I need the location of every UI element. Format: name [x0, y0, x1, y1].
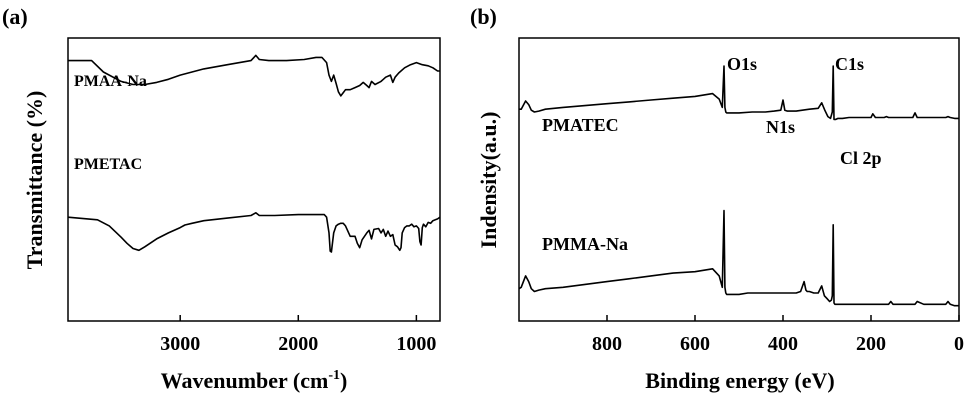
- peak-label-c1s: C1s: [835, 54, 864, 74]
- x-tick-label-a-1: 2000: [278, 333, 318, 355]
- peak-label-n1s: N1s: [766, 117, 795, 137]
- series-line-pmatec: [519, 65, 959, 121]
- panel-a-plot-frame: [67, 37, 441, 322]
- panel-b-label: (b): [470, 4, 497, 29]
- x-tick-label-b-4: 0: [954, 333, 964, 355]
- panel-b-x-ticks: 800 600 400 200 0: [592, 315, 964, 355]
- x-tick-label-b-3: 200: [856, 333, 886, 355]
- panel-a-x-ticks: 3000 2000 1000: [160, 315, 436, 355]
- series-label-pmatec: PMATEC: [542, 115, 619, 135]
- panel-a-y-axis-title: Transmittance (%): [22, 91, 47, 270]
- series-line-pmma-na: [518, 209, 959, 307]
- panel-b-series: [518, 65, 959, 307]
- panel-b-xps-spectra: (b) 800 600 400 200 0 PMATEC PMMA-Na O1s C1s…: [470, 4, 964, 393]
- x-tick-label-a-2: 1000: [396, 333, 436, 355]
- x-tick-label-a-0: 3000: [160, 333, 200, 355]
- panel-a-label: (a): [2, 4, 28, 29]
- series-label-pmaa-na: PMAA-Na: [74, 73, 147, 90]
- panel-a-series: [67, 54, 441, 253]
- panel-a-x-axis-title: Wavenumber (cm-1): [161, 368, 348, 393]
- peak-label-o1s: O1s: [727, 54, 757, 74]
- series-label-pmma-na: PMMA-Na: [542, 234, 628, 254]
- x-tick-label-b-2: 400: [768, 333, 798, 355]
- panel-a-ir-spectra: (a) 3000 2000 1000 PMAA-Na PMETAC Wavenumb…: [2, 4, 441, 393]
- series-line-pmetac: [67, 212, 441, 253]
- series-label-pmetac: PMETAC: [74, 156, 142, 173]
- panel-b-plot-frame: [518, 37, 960, 322]
- series-line-pmaa-na: [68, 54, 440, 97]
- peak-label-cl-2p: Cl 2p: [840, 148, 882, 168]
- x-tick-label-b-1: 600: [680, 333, 710, 355]
- panel-b-x-axis-title: Binding energy (eV): [645, 368, 834, 393]
- panel-b-y-axis-title: Indensity(a.u.): [476, 112, 501, 249]
- x-tick-label-b-0: 800: [592, 333, 622, 355]
